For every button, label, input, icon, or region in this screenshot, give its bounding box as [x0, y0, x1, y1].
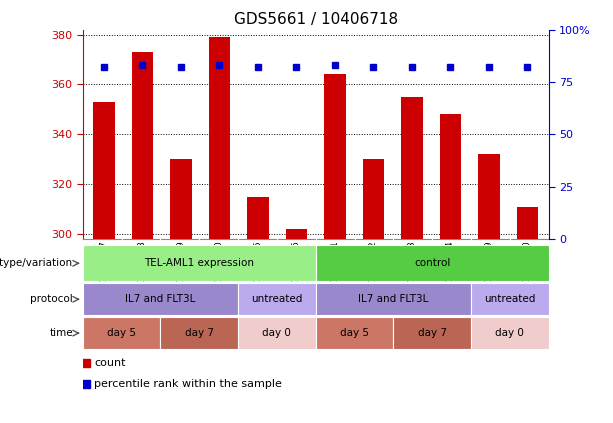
Text: percentile rank within the sample: percentile rank within the sample — [94, 379, 282, 389]
Bar — [170, 159, 191, 239]
Text: IL7 and FLT3L: IL7 and FLT3L — [358, 294, 428, 304]
Text: day 7: day 7 — [185, 328, 214, 338]
Bar — [471, 317, 549, 349]
Text: day 0: day 0 — [262, 328, 291, 338]
Bar — [132, 52, 153, 239]
Text: day 7: day 7 — [417, 328, 447, 338]
Bar — [478, 154, 500, 239]
Text: control: control — [414, 258, 451, 268]
Bar — [517, 206, 538, 239]
Text: untreated: untreated — [484, 294, 536, 304]
Bar — [248, 197, 268, 239]
Bar — [83, 317, 161, 349]
Bar — [316, 283, 471, 315]
Text: protocol: protocol — [30, 294, 73, 304]
Bar — [363, 159, 384, 239]
Bar — [83, 245, 316, 281]
Text: time: time — [49, 328, 73, 338]
Bar — [471, 283, 549, 315]
Bar — [238, 283, 316, 315]
Bar — [316, 317, 394, 349]
Bar — [83, 283, 238, 315]
Text: day 0: day 0 — [495, 328, 524, 338]
Text: count: count — [94, 358, 126, 368]
Bar — [440, 114, 461, 239]
Text: TEL-AML1 expression: TEL-AML1 expression — [144, 258, 254, 268]
Bar — [161, 317, 238, 349]
Text: IL7 and FLT3L: IL7 and FLT3L — [125, 294, 196, 304]
Bar — [394, 317, 471, 349]
Text: genotype/variation: genotype/variation — [0, 258, 73, 268]
Bar — [93, 102, 115, 239]
Bar — [402, 97, 422, 239]
Text: day 5: day 5 — [340, 328, 369, 338]
Bar — [286, 229, 307, 239]
Bar — [316, 245, 549, 281]
Title: GDS5661 / 10406718: GDS5661 / 10406718 — [234, 12, 398, 27]
Bar — [238, 317, 316, 349]
Bar — [324, 74, 346, 239]
Bar — [209, 37, 230, 239]
Text: untreated: untreated — [251, 294, 303, 304]
Text: day 5: day 5 — [107, 328, 136, 338]
